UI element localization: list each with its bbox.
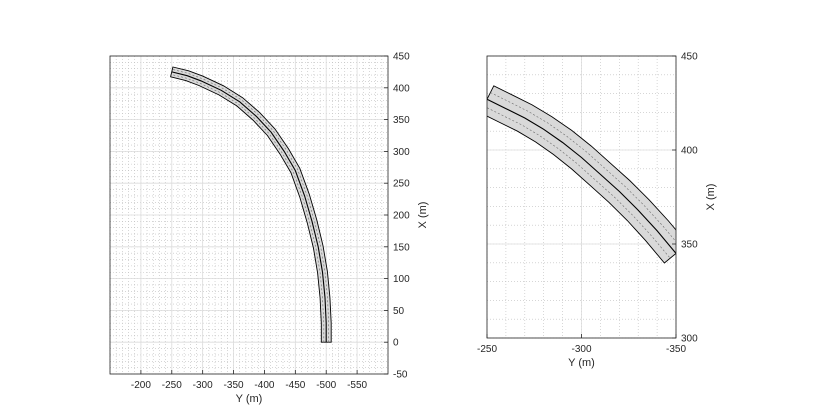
x-tick-label: -450 bbox=[285, 380, 305, 391]
lane-marking bbox=[487, 107, 671, 259]
grid bbox=[109, 55, 389, 375]
y-tick-label: 350 bbox=[393, 115, 410, 126]
y-tick-label: 350 bbox=[681, 240, 698, 251]
y-axis-label: X (m) bbox=[417, 202, 429, 229]
y-tick-label: 450 bbox=[393, 52, 410, 63]
x-axis-label: Y (m) bbox=[568, 357, 595, 369]
y-tick-label: 450 bbox=[681, 52, 698, 63]
lane-marking bbox=[490, 92, 676, 243]
road-overview-plot: -200 -250 -300 -350 -400 -450 -500 -550-5005010… bbox=[109, 52, 429, 405]
y-tick-label: 400 bbox=[393, 83, 410, 94]
y-tick-label: 100 bbox=[393, 274, 410, 285]
road-centerline bbox=[487, 98, 676, 254]
x-tick-label: -250 bbox=[477, 344, 497, 355]
road-surface bbox=[170, 66, 332, 343]
x-tick-label: -350 bbox=[666, 344, 686, 355]
y-tick-label: 0 bbox=[393, 338, 399, 349]
x-tick-label: -300 bbox=[571, 344, 591, 355]
x-tick-label: -350 bbox=[224, 380, 244, 391]
y-tick-label: 300 bbox=[681, 334, 698, 345]
y-tick-label: 150 bbox=[393, 242, 410, 253]
lane-marking bbox=[172, 69, 330, 343]
x-axis-label: Y (m) bbox=[236, 393, 263, 405]
x-tick-label: -200 bbox=[131, 380, 151, 391]
y-tick-label: -50 bbox=[393, 370, 408, 381]
x-tick-label: -550 bbox=[347, 380, 367, 391]
x-tick-label: -300 bbox=[193, 380, 213, 391]
road bbox=[170, 66, 332, 343]
lane-marking bbox=[171, 74, 325, 343]
y-tick-label: 300 bbox=[393, 147, 410, 158]
y-tick-label: 200 bbox=[393, 211, 410, 222]
road-centerline bbox=[171, 71, 327, 343]
x-tick-label: -250 bbox=[162, 380, 182, 391]
x-tick-label: -500 bbox=[316, 380, 336, 391]
x-tick-label: -400 bbox=[254, 380, 274, 391]
road-surface bbox=[487, 85, 676, 264]
y-axis-label: X (m) bbox=[705, 184, 717, 211]
road bbox=[487, 85, 676, 264]
y-tick-label: 250 bbox=[393, 179, 410, 190]
y-tick-label: 50 bbox=[393, 306, 405, 317]
y-tick-label: 400 bbox=[681, 146, 698, 157]
